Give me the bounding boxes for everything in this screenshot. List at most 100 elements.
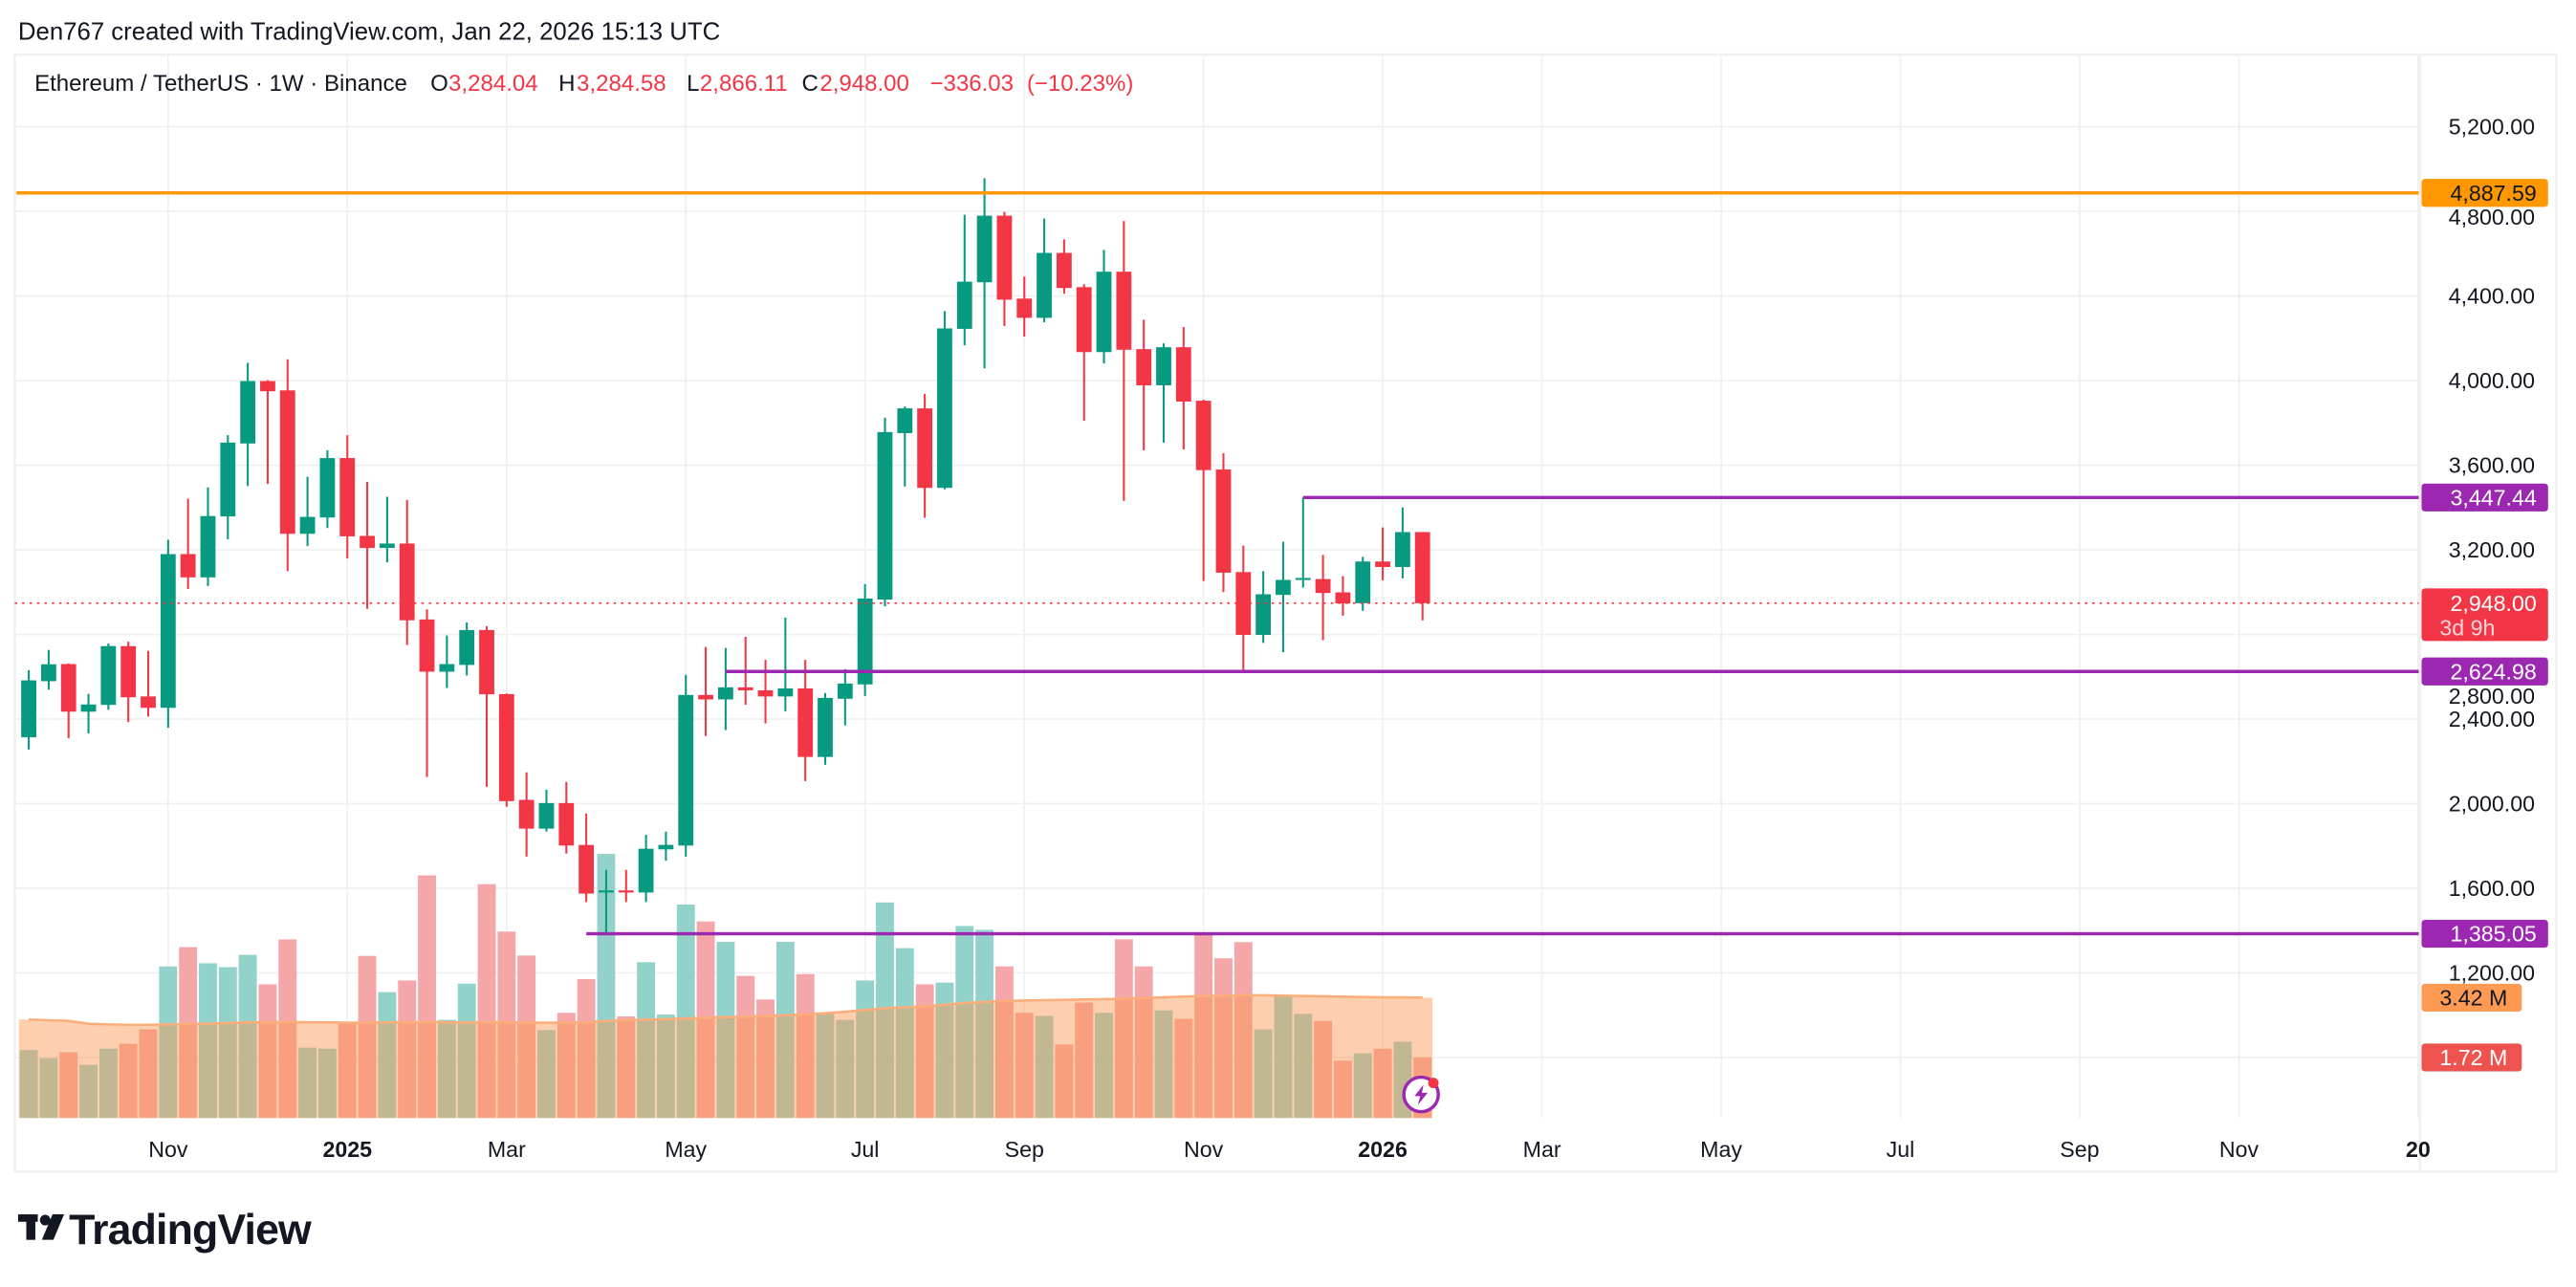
candle[interactable] <box>1195 400 1212 581</box>
volume-bar <box>398 980 417 1119</box>
candle[interactable] <box>80 693 97 734</box>
candle-body <box>1136 349 1152 385</box>
candle[interactable] <box>200 487 216 586</box>
candle[interactable] <box>399 499 415 645</box>
candle[interactable] <box>996 211 1013 327</box>
candle-body <box>737 687 753 690</box>
candle[interactable] <box>1037 218 1052 323</box>
candle[interactable] <box>40 649 56 690</box>
candle-body <box>459 629 475 665</box>
candle[interactable] <box>877 417 893 607</box>
candle[interactable] <box>1116 221 1132 501</box>
candle[interactable] <box>1414 532 1430 621</box>
candle[interactable] <box>220 435 236 540</box>
candle[interactable] <box>1315 555 1331 641</box>
legend-high-value: 3,284.58 <box>577 71 666 97</box>
candle[interactable] <box>459 622 475 676</box>
candle[interactable] <box>638 835 654 903</box>
candle[interactable] <box>1355 556 1371 611</box>
candle[interactable] <box>1375 527 1390 580</box>
time-axis-label: Sep <box>1005 1137 1044 1162</box>
candle-body <box>399 543 415 621</box>
candle-body <box>579 844 595 894</box>
candle[interactable] <box>60 663 76 739</box>
candle[interactable] <box>100 644 117 710</box>
candle[interactable] <box>678 674 694 857</box>
candle[interactable] <box>498 693 514 807</box>
candle[interactable] <box>1295 497 1311 588</box>
tradingview-logo: TradingView <box>17 1207 313 1254</box>
candle[interactable] <box>1175 327 1191 449</box>
price-axis-tick-label: 3,200.00 <box>2449 537 2535 562</box>
candle[interactable] <box>618 869 634 903</box>
volume-bar <box>775 941 795 1119</box>
candle[interactable] <box>360 481 375 609</box>
candle[interactable] <box>379 496 395 563</box>
candle[interactable] <box>857 583 873 696</box>
candle[interactable] <box>1136 319 1152 450</box>
candle[interactable] <box>797 660 814 781</box>
volume-bar <box>994 966 1014 1119</box>
candle[interactable] <box>1156 343 1171 443</box>
candle[interactable] <box>21 669 36 750</box>
volume-bar <box>1314 1020 1333 1119</box>
candle[interactable] <box>141 650 156 717</box>
candle[interactable] <box>260 380 275 485</box>
candle[interactable] <box>419 609 435 777</box>
candle[interactable] <box>1335 576 1351 616</box>
candle[interactable] <box>120 642 137 723</box>
candle[interactable] <box>319 449 336 529</box>
candle-body <box>857 598 873 685</box>
volume-bar <box>756 999 775 1119</box>
candle[interactable] <box>777 617 794 711</box>
candle[interactable] <box>599 869 614 934</box>
bar-countdown-text: 3d 9h <box>2439 615 2495 640</box>
candle[interactable] <box>717 647 733 731</box>
price-label-box <box>2421 179 2548 207</box>
candle[interactable] <box>1255 571 1272 644</box>
candle[interactable] <box>658 831 674 862</box>
candle[interactable] <box>976 178 993 369</box>
candle[interactable] <box>818 692 833 765</box>
candle-body <box>100 645 117 706</box>
candle[interactable] <box>1076 284 1092 422</box>
candle[interactable] <box>240 362 256 487</box>
volume-bar <box>696 921 715 1119</box>
candle[interactable] <box>180 498 196 589</box>
volume-bar <box>1333 1060 1352 1119</box>
candle[interactable] <box>1394 507 1410 578</box>
price-axis[interactable]: 5,200.00 4,800.00 4,400.00 4,000.00 3,600.00… <box>2421 115 2548 1072</box>
candle[interactable] <box>160 539 176 729</box>
volume-bar <box>457 983 476 1119</box>
candle[interactable] <box>339 435 356 559</box>
candle[interactable] <box>917 394 933 518</box>
candle[interactable] <box>439 635 455 688</box>
time-axis[interactable]: Nov 2025 Mar May Jul Sep Nov 2026 Mar May Jul Sep No… <box>148 1137 2431 1162</box>
lightning-bolt-icon[interactable] <box>1402 1075 1440 1114</box>
candle[interactable] <box>518 772 535 857</box>
candle[interactable] <box>1215 452 1232 593</box>
candle[interactable] <box>698 646 713 736</box>
candle-body <box>479 629 494 695</box>
candle[interactable] <box>299 476 316 547</box>
candle[interactable] <box>1276 541 1291 653</box>
legend-close-value: 2,948.00 <box>819 71 909 97</box>
candle[interactable] <box>1056 239 1072 294</box>
candles[interactable] <box>21 178 1430 934</box>
volume-bar <box>736 975 755 1119</box>
candle[interactable] <box>937 311 952 490</box>
candle[interactable] <box>837 668 853 726</box>
candle[interactable] <box>479 625 494 787</box>
candle[interactable] <box>558 781 575 854</box>
horizontal-lines[interactable] <box>14 191 2420 936</box>
candle[interactable] <box>279 359 295 572</box>
volume-bar <box>317 1048 337 1119</box>
candle[interactable] <box>956 214 972 346</box>
volume-bar <box>557 1013 576 1119</box>
price-label-text: 2,624.98 <box>2450 659 2536 684</box>
candle[interactable] <box>1016 276 1033 338</box>
candle[interactable] <box>897 406 913 487</box>
candle[interactable] <box>538 789 555 832</box>
candle[interactable] <box>579 813 595 903</box>
candle[interactable] <box>1096 250 1112 364</box>
